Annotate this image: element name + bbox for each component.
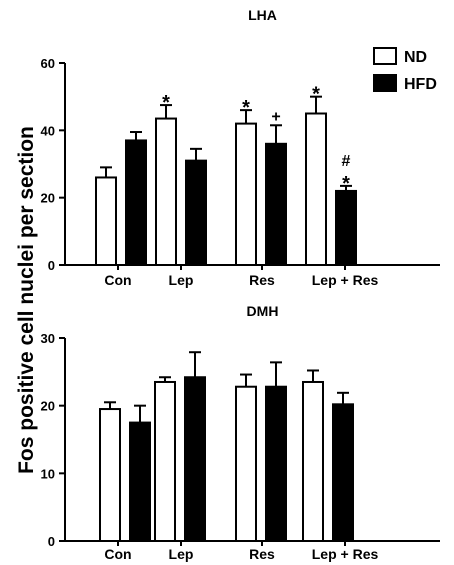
x-tick-label: Res bbox=[249, 272, 275, 288]
significance-marker: * bbox=[242, 97, 250, 119]
y-tick-label: 20 bbox=[41, 191, 55, 206]
x-tick-label: Con bbox=[104, 272, 131, 288]
significance-marker: * bbox=[312, 84, 320, 106]
bar-nd bbox=[99, 408, 121, 542]
bar-nd bbox=[154, 380, 176, 542]
bar-hfd bbox=[265, 385, 287, 542]
legend-label: ND bbox=[404, 49, 427, 66]
bar-nd bbox=[235, 122, 257, 266]
x-tick-label: Con bbox=[104, 546, 131, 562]
significance-marker: * bbox=[162, 92, 170, 114]
y-tick-label: 60 bbox=[41, 56, 55, 71]
x-tick-label: Lep + Res bbox=[312, 272, 379, 288]
bar-hfd bbox=[129, 421, 151, 543]
bar-nd bbox=[235, 385, 257, 542]
y-tick-label: 40 bbox=[41, 123, 55, 138]
y-tick-label: 0 bbox=[48, 534, 55, 549]
x-tick-label: Lep + Res bbox=[312, 546, 379, 562]
bar-nd bbox=[302, 380, 324, 542]
bar-nd bbox=[155, 117, 177, 266]
y-tick-label: 0 bbox=[48, 258, 55, 273]
significance-marker: * bbox=[342, 173, 350, 195]
bar-hfd bbox=[332, 403, 354, 542]
y-tick-label: 20 bbox=[41, 399, 55, 414]
x-tick-label: Res bbox=[249, 546, 275, 562]
bar-hfd bbox=[185, 159, 207, 266]
x-tick-label: Lep bbox=[169, 272, 194, 288]
bar-hfd bbox=[184, 376, 206, 542]
significance-marker: # bbox=[342, 153, 351, 170]
legend-swatch bbox=[373, 47, 397, 65]
bar-hfd bbox=[125, 139, 147, 266]
legend-label: HFD bbox=[404, 76, 437, 93]
bar-nd bbox=[95, 176, 117, 266]
y-tick-label: 30 bbox=[41, 331, 55, 346]
y-tick-label: 10 bbox=[41, 466, 55, 481]
x-tick-label: Lep bbox=[169, 546, 194, 562]
bar-hfd bbox=[265, 142, 287, 266]
bar-nd bbox=[305, 112, 327, 266]
bar-hfd bbox=[335, 189, 357, 266]
legend-swatch bbox=[373, 74, 397, 92]
significance-marker: + bbox=[271, 108, 280, 125]
chart-title: LHA bbox=[248, 7, 277, 23]
chart-title: DMH bbox=[247, 303, 279, 319]
